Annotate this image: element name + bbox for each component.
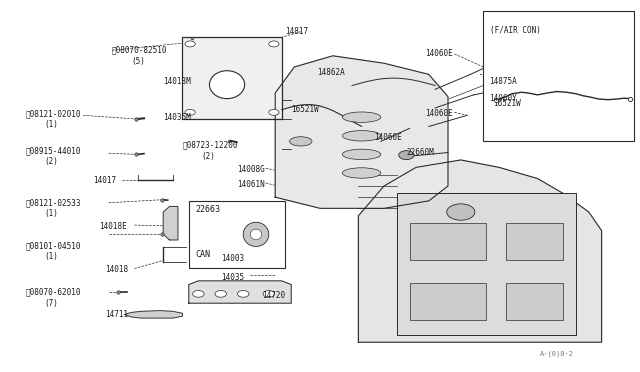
Text: 14060E: 14060E <box>426 49 453 58</box>
Ellipse shape <box>342 131 381 141</box>
Bar <box>483 11 634 141</box>
Text: 14061N: 14061N <box>237 180 264 189</box>
Text: 14035M: 14035M <box>163 113 191 122</box>
Text: 14035: 14035 <box>221 273 244 282</box>
Bar <box>189 201 285 268</box>
Text: 14060Y: 14060Y <box>490 94 517 103</box>
Ellipse shape <box>342 149 381 160</box>
Text: 14018: 14018 <box>106 265 129 274</box>
Text: 14711: 14711 <box>106 310 129 319</box>
Ellipse shape <box>289 137 312 146</box>
Polygon shape <box>163 206 178 240</box>
Text: (1): (1) <box>45 120 59 129</box>
Text: 14018E: 14018E <box>99 222 127 231</box>
Text: 16521W: 16521W <box>493 99 520 108</box>
Text: (5): (5) <box>131 57 145 66</box>
Polygon shape <box>358 160 602 342</box>
Circle shape <box>269 41 279 47</box>
Ellipse shape <box>342 168 381 178</box>
Bar <box>506 223 563 260</box>
Text: 14003: 14003 <box>221 254 244 263</box>
Circle shape <box>215 291 227 297</box>
Text: Ⓑ08070-82510: Ⓑ08070-82510 <box>112 46 168 55</box>
Ellipse shape <box>209 71 244 99</box>
Circle shape <box>269 109 279 115</box>
Text: 14875A: 14875A <box>490 77 517 86</box>
Circle shape <box>399 151 414 160</box>
Text: Ⓑ08121-02533: Ⓑ08121-02533 <box>26 198 81 207</box>
Text: 14060E: 14060E <box>374 133 402 142</box>
Ellipse shape <box>342 112 381 122</box>
Text: 22663: 22663 <box>195 205 220 214</box>
Polygon shape <box>275 56 448 208</box>
Polygon shape <box>189 281 291 303</box>
Text: Ⓗ08915-44010: Ⓗ08915-44010 <box>26 146 81 155</box>
Text: (1): (1) <box>45 209 59 218</box>
Text: 14017: 14017 <box>93 176 116 185</box>
Text: Ⓑ08101-04510: Ⓑ08101-04510 <box>26 241 81 250</box>
Text: 22660M: 22660M <box>406 148 434 157</box>
Text: (F/AIR CON): (F/AIR CON) <box>490 26 540 35</box>
Circle shape <box>263 291 275 297</box>
Text: Ⓑ08121-02010: Ⓑ08121-02010 <box>26 109 81 118</box>
Circle shape <box>447 204 475 220</box>
Text: 14060E: 14060E <box>426 109 453 118</box>
Text: 16521W: 16521W <box>291 105 319 114</box>
Circle shape <box>237 291 249 297</box>
Ellipse shape <box>243 222 269 247</box>
Ellipse shape <box>250 229 262 240</box>
Text: 14862A: 14862A <box>317 68 344 77</box>
Text: 14013M: 14013M <box>163 77 191 86</box>
Bar <box>410 283 486 320</box>
Text: (2): (2) <box>202 152 216 161</box>
Text: A·(0)0·2: A·(0)0·2 <box>540 351 574 357</box>
Text: 14817: 14817 <box>285 27 308 36</box>
Text: Ⓑ08070-62010: Ⓑ08070-62010 <box>26 288 81 296</box>
Circle shape <box>185 41 195 47</box>
Text: (7): (7) <box>45 299 59 308</box>
Text: Ⓢ08723-12200: Ⓢ08723-12200 <box>182 141 238 150</box>
Circle shape <box>193 291 204 297</box>
Text: (2): (2) <box>45 157 59 166</box>
Circle shape <box>185 109 195 115</box>
Bar <box>506 283 563 320</box>
Text: (1): (1) <box>45 252 59 261</box>
Text: CAN: CAN <box>195 250 210 259</box>
Text: 14008G: 14008G <box>237 165 264 174</box>
Text: 14720: 14720 <box>262 291 285 300</box>
Bar <box>397 193 576 335</box>
Bar <box>182 37 282 119</box>
Polygon shape <box>125 311 182 318</box>
Bar <box>410 223 486 260</box>
